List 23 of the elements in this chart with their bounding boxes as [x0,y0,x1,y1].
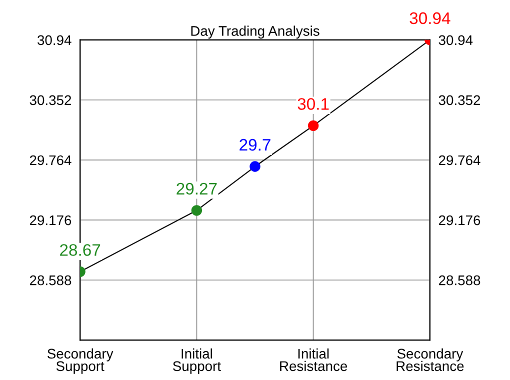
y2-tick-label: 30.352 [438,95,480,106]
y2-tick-label: 30.94 [438,35,473,46]
data-label: 28.67 [60,244,100,256]
point [191,205,202,216]
y2-tick-label: 29.176 [438,215,480,226]
chart-title: Day Trading Analysis [191,26,320,39]
data-label: 29.7 [240,138,270,151]
point [250,161,260,172]
data-label: 29.27 [176,182,217,195]
y2-tick-label: 28.588 [438,275,480,286]
data-label: 30.94 [410,12,450,24]
x-tick-label: Secondary Support [48,348,114,374]
x-tick-label: Secondary Resistance [396,348,464,372]
y-tick-label: 30.94 [38,35,72,46]
y-tick-label: 29.176 [30,215,72,226]
y2-tick-label: 29.764 [438,155,480,166]
y-tick-label: 29.764 [30,155,72,166]
x-tick-label: Initial Support [173,348,221,374]
point [308,120,319,132]
y-tick-label: 30.352 [30,95,72,106]
y-tick-label: 28.588 [30,275,72,286]
data-label: 30.1 [298,98,329,110]
x-tick-label: Initial Resistance [280,348,348,372]
